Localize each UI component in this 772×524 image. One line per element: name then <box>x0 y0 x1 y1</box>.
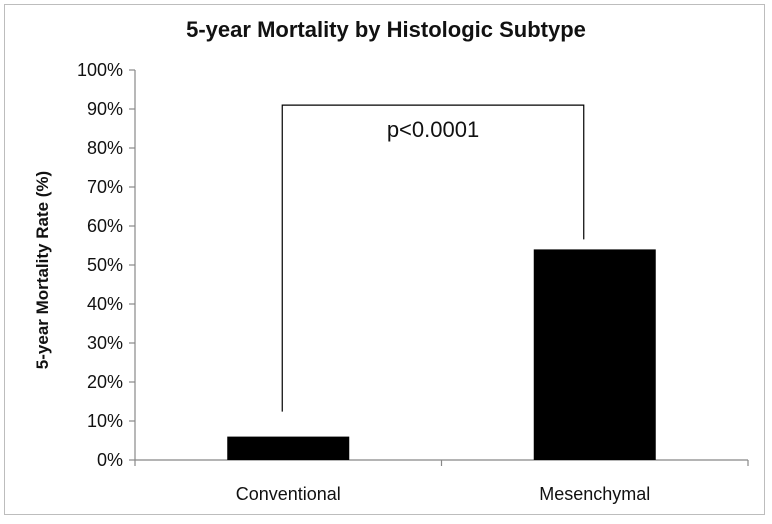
y-tick-label: 80% <box>87 138 123 158</box>
y-tick-label: 90% <box>87 99 123 119</box>
y-tick-label: 0% <box>97 450 123 470</box>
x-tick-labels: Conventional Mesenchymal <box>236 484 651 504</box>
chart-title: 5-year Mortality by Histologic Subtype <box>186 17 586 42</box>
y-axis-label: 5-year Mortality Rate (%) <box>33 171 52 369</box>
y-tick-label: 40% <box>87 294 123 314</box>
y-tick-label: 30% <box>87 333 123 353</box>
y-ticks: 0% 10% 20% 30% 40% 50% 60% 70% 80% 90% 100% <box>77 60 135 470</box>
y-tick-label: 70% <box>87 177 123 197</box>
x-tick-label: Conventional <box>236 484 341 504</box>
y-tick-label: 60% <box>87 216 123 236</box>
significance-bracket: p<0.0001 <box>281 104 585 412</box>
bars <box>227 249 656 460</box>
bar <box>227 436 350 460</box>
x-tick-label: Mesenchymal <box>539 484 650 504</box>
y-tick-label: 10% <box>87 411 123 431</box>
y-tick-label: 50% <box>87 255 123 275</box>
bracket-line <box>281 104 585 412</box>
bar <box>533 249 656 460</box>
p-value-annotation: p<0.0001 <box>387 117 479 142</box>
y-tick-label: 100% <box>77 60 123 80</box>
y-tick-label: 20% <box>87 372 123 392</box>
